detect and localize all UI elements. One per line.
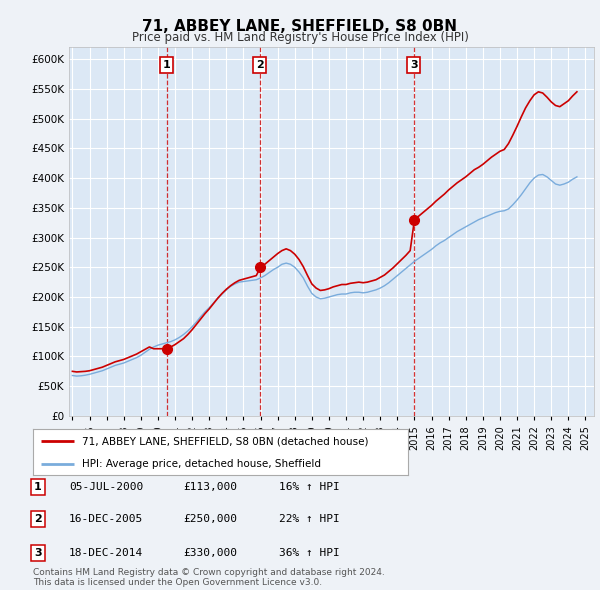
Text: 1: 1 [34,482,41,491]
Text: Contains HM Land Registry data © Crown copyright and database right 2024.
This d: Contains HM Land Registry data © Crown c… [33,568,385,587]
Text: 71, ABBEY LANE, SHEFFIELD, S8 0BN (detached house): 71, ABBEY LANE, SHEFFIELD, S8 0BN (detac… [82,437,368,447]
Text: £250,000: £250,000 [183,514,237,524]
Text: 3: 3 [34,548,41,558]
Text: 05-JUL-2000: 05-JUL-2000 [69,482,143,491]
Text: 22% ↑ HPI: 22% ↑ HPI [279,514,340,524]
Text: 16-DEC-2005: 16-DEC-2005 [69,514,143,524]
Text: Price paid vs. HM Land Registry's House Price Index (HPI): Price paid vs. HM Land Registry's House … [131,31,469,44]
Text: £113,000: £113,000 [183,482,237,491]
Text: 2: 2 [34,514,41,524]
Text: 1: 1 [163,60,170,70]
Text: 2: 2 [256,60,264,70]
Text: 36% ↑ HPI: 36% ↑ HPI [279,548,340,558]
Text: 16% ↑ HPI: 16% ↑ HPI [279,482,340,491]
Text: 3: 3 [410,60,418,70]
Text: 71, ABBEY LANE, SHEFFIELD, S8 0BN: 71, ABBEY LANE, SHEFFIELD, S8 0BN [143,19,458,34]
Text: 18-DEC-2014: 18-DEC-2014 [69,548,143,558]
Text: HPI: Average price, detached house, Sheffield: HPI: Average price, detached house, Shef… [82,459,321,469]
Text: £330,000: £330,000 [183,548,237,558]
